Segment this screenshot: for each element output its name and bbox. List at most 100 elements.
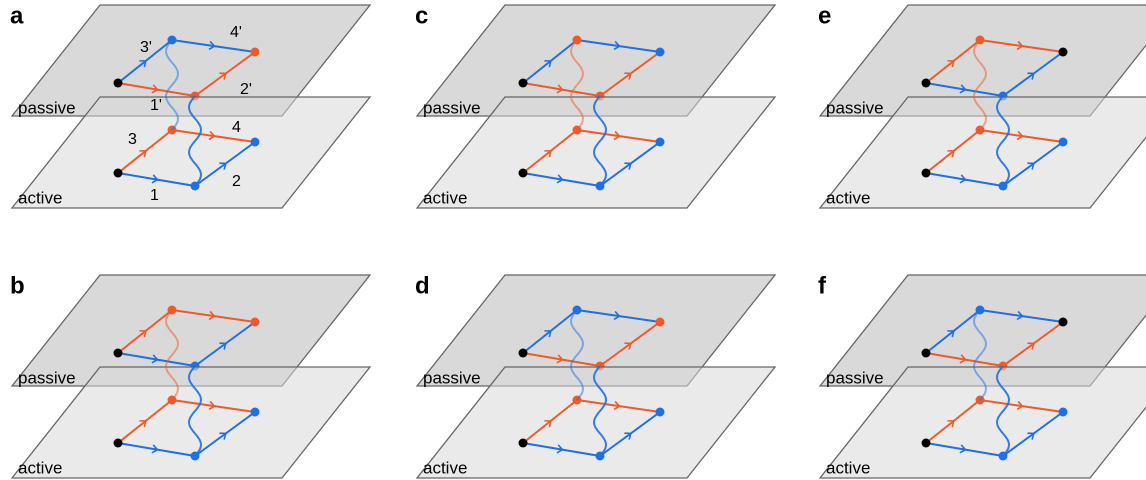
edge bbox=[925, 129, 981, 174]
edge bbox=[522, 399, 578, 444]
node bbox=[655, 407, 665, 417]
plane-label: passive bbox=[423, 368, 481, 387]
node bbox=[921, 78, 931, 88]
node bbox=[921, 348, 931, 358]
edge bbox=[576, 309, 661, 323]
edge bbox=[925, 399, 981, 444]
plane-label: active bbox=[18, 188, 62, 207]
plane-label: passive bbox=[18, 98, 76, 117]
coupling-link bbox=[972, 39, 988, 131]
edge bbox=[194, 321, 256, 367]
node bbox=[1058, 137, 1068, 147]
node bbox=[1058, 317, 1068, 327]
edge bbox=[925, 442, 1004, 457]
plane-label: passive bbox=[826, 368, 884, 387]
panel: c passive active bbox=[415, 2, 777, 209]
node bbox=[250, 407, 260, 417]
edge bbox=[117, 399, 173, 444]
edge bbox=[1002, 321, 1064, 367]
node bbox=[518, 348, 528, 358]
edge bbox=[576, 39, 661, 53]
plane-label: passive bbox=[423, 98, 481, 117]
edge-label: 1 bbox=[150, 187, 159, 204]
edge bbox=[599, 411, 661, 457]
edge bbox=[522, 309, 578, 354]
plane bbox=[818, 96, 1146, 209]
plane-label: active bbox=[18, 458, 62, 477]
coupling-link bbox=[972, 309, 988, 401]
edge-label: 3 bbox=[128, 131, 137, 148]
node bbox=[1058, 407, 1068, 417]
node bbox=[518, 168, 528, 178]
edge bbox=[979, 39, 1064, 53]
coupling-link bbox=[995, 95, 1011, 187]
edge bbox=[979, 309, 1064, 323]
panel-letter: e bbox=[818, 2, 831, 29]
coupling-link bbox=[592, 95, 608, 187]
panel: e passive active bbox=[818, 2, 1146, 209]
edge bbox=[171, 399, 256, 413]
edge bbox=[117, 39, 173, 84]
panel: f passive active bbox=[818, 272, 1146, 479]
edge bbox=[194, 411, 256, 457]
edge-label: 4 bbox=[232, 119, 241, 136]
coupling-link bbox=[187, 365, 203, 457]
node bbox=[921, 168, 931, 178]
edge bbox=[925, 172, 1004, 187]
edge bbox=[1002, 411, 1064, 457]
edge bbox=[599, 321, 661, 367]
edge bbox=[171, 309, 256, 323]
coupling-link bbox=[187, 95, 203, 187]
edge-label: 2 bbox=[232, 173, 241, 190]
panel-letter: d bbox=[415, 272, 430, 299]
edge-label: 2' bbox=[240, 81, 252, 98]
edge bbox=[925, 39, 981, 84]
plane-label: active bbox=[826, 188, 870, 207]
plane bbox=[415, 96, 777, 209]
panel-letter: f bbox=[818, 272, 827, 299]
plane-label: active bbox=[826, 458, 870, 477]
node bbox=[250, 317, 260, 327]
edge bbox=[171, 39, 256, 53]
edge bbox=[1002, 51, 1064, 97]
node bbox=[113, 348, 123, 358]
edge bbox=[576, 129, 661, 143]
edge-label: 4' bbox=[230, 24, 242, 41]
edge bbox=[522, 172, 601, 187]
node bbox=[655, 47, 665, 57]
node bbox=[655, 317, 665, 327]
edge bbox=[117, 309, 173, 354]
coupling-link bbox=[592, 365, 608, 457]
coupling-link bbox=[569, 309, 585, 401]
plane-label: passive bbox=[18, 368, 76, 387]
coupling-link bbox=[164, 39, 180, 131]
node bbox=[113, 438, 123, 448]
panel-letter: a bbox=[10, 2, 24, 29]
edge-label: 3' bbox=[140, 39, 152, 56]
edge bbox=[117, 442, 196, 457]
edge bbox=[522, 82, 601, 97]
edge-label: 1' bbox=[150, 97, 162, 114]
node bbox=[1058, 47, 1068, 57]
panel: b passive active bbox=[10, 272, 372, 479]
node bbox=[250, 137, 260, 147]
plane-label: active bbox=[423, 458, 467, 477]
node bbox=[518, 438, 528, 448]
coupling-link bbox=[995, 365, 1011, 457]
coupling-link bbox=[164, 309, 180, 401]
edge bbox=[117, 129, 173, 174]
edge bbox=[194, 141, 256, 187]
edge bbox=[171, 129, 256, 143]
panel-letter: c bbox=[415, 2, 428, 29]
plane bbox=[415, 366, 777, 479]
edge bbox=[194, 51, 256, 97]
edge bbox=[522, 129, 578, 174]
node bbox=[113, 168, 123, 178]
plane bbox=[10, 366, 372, 479]
edge bbox=[979, 129, 1064, 143]
coupling-link bbox=[569, 39, 585, 131]
edge bbox=[1002, 141, 1064, 187]
edge bbox=[925, 82, 1004, 97]
node bbox=[921, 438, 931, 448]
plane bbox=[10, 96, 372, 209]
